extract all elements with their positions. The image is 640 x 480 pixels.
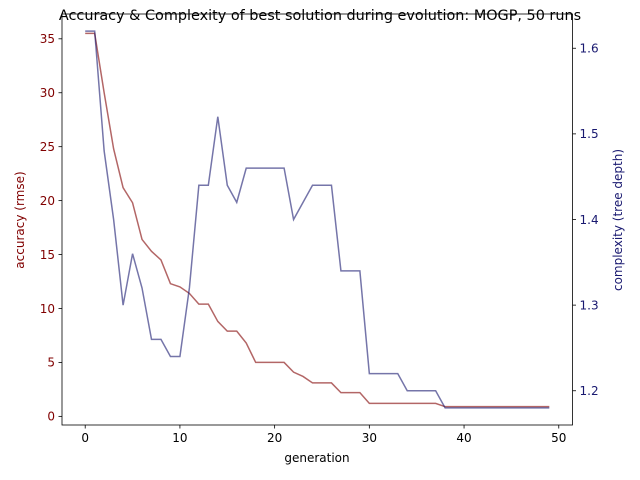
y-axis-left: 0 5 10 15 20 25 30 35	[40, 32, 62, 424]
y-right-tick-label: 1.3	[580, 298, 599, 312]
x-axis-label: generation	[284, 451, 349, 465]
y-left-tick-label: 5	[47, 356, 55, 370]
y-left-tick-label: 10	[40, 302, 55, 316]
y-right-tick-label: 1.5	[580, 127, 599, 141]
y-axis-left-label: accuracy (rmse)	[13, 171, 27, 268]
y-right-tick-label: 1.2	[580, 384, 599, 398]
y-axis-right: 1.2 1.3 1.4 1.5 1.6	[572, 42, 599, 398]
x-tick-label: 10	[172, 431, 187, 445]
y-left-tick-label: 35	[40, 32, 55, 46]
x-tick-label: 0	[81, 431, 89, 445]
x-tick-label: 30	[362, 431, 377, 445]
y-left-tick-label: 20	[40, 194, 55, 208]
series-layer	[85, 30, 550, 409]
y-left-tick-label: 25	[40, 140, 55, 154]
y-left-tick-label: 0	[47, 410, 55, 424]
y-right-tick-label: 1.4	[580, 213, 599, 227]
x-tick-label: 50	[551, 431, 566, 445]
plot-frame	[61, 13, 573, 426]
y-left-tick-label: 15	[40, 248, 55, 262]
chart-title: Accuracy & Complexity of best solution d…	[59, 8, 581, 24]
series-line-left	[85, 32, 550, 408]
x-axis: 0 10 20 30 40 50	[81, 425, 566, 445]
x-tick-label: 20	[267, 431, 282, 445]
y-left-tick-label: 30	[40, 86, 55, 100]
y-right-tick-label: 1.6	[580, 42, 599, 56]
y-axis-right-label: complexity (tree depth)	[611, 149, 625, 291]
series-line-right	[85, 30, 550, 409]
x-tick-label: 40	[456, 431, 471, 445]
